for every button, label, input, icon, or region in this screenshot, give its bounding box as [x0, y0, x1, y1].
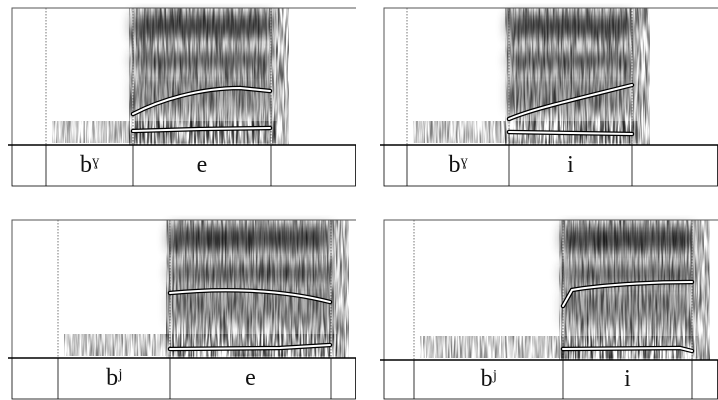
spectrogram-panel: bʲ i	[380, 219, 718, 400]
formant-track	[132, 86, 271, 115]
tier-box	[11, 357, 356, 400]
spectrogram-panel: bˠ i	[380, 7, 718, 187]
formant-track	[508, 84, 633, 120]
segment-label: e	[197, 152, 208, 178]
formant-track	[562, 346, 693, 352]
formant-track	[169, 289, 331, 303]
frame	[383, 7, 718, 145]
segment-label: e	[245, 365, 256, 391]
tier-box	[11, 144, 356, 187]
segment-label: i	[567, 152, 574, 178]
formant-track	[169, 344, 331, 350]
segment-label: bˠ	[80, 152, 100, 178]
spectrogram-panel: bˠ e	[8, 7, 356, 187]
segment-label: bˠ	[448, 152, 468, 178]
segment-label: i	[624, 366, 631, 392]
frame	[11, 7, 356, 145]
voice-bar	[420, 336, 698, 358]
segment-label: bʲ	[481, 366, 497, 392]
formant-track	[508, 131, 633, 135]
tier-box	[383, 359, 718, 400]
frame	[383, 219, 718, 360]
frame	[11, 219, 356, 358]
tier-box	[383, 144, 718, 187]
formant-track	[132, 127, 271, 132]
formant-track	[562, 281, 693, 307]
spectrogram-panel: bʲ e	[8, 219, 356, 400]
voice-bar	[64, 334, 337, 356]
segment-label: bʲ	[106, 365, 122, 391]
